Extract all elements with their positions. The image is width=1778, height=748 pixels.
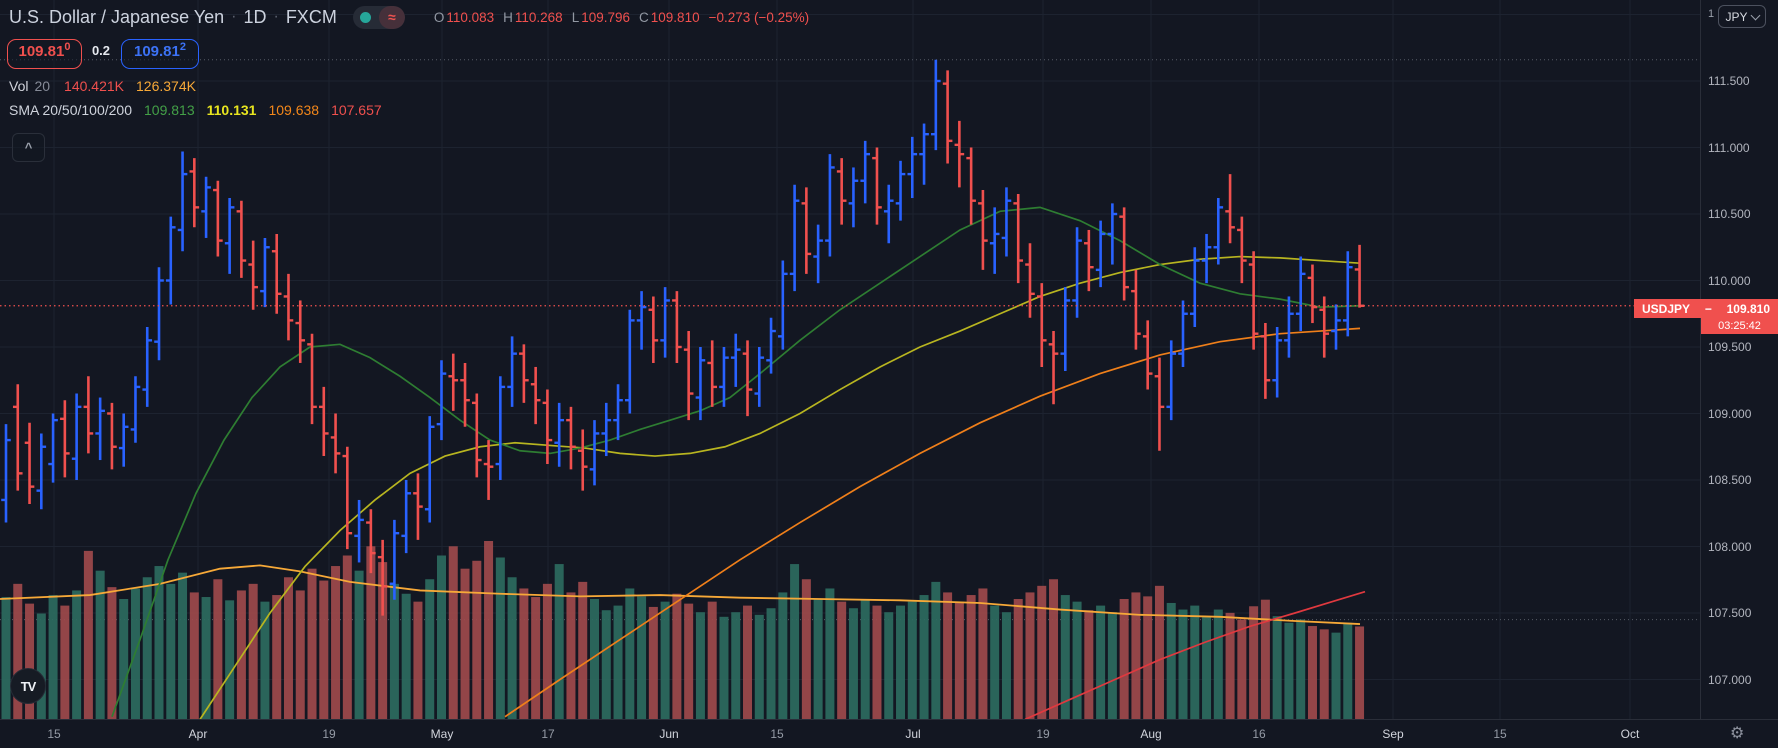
collapse-indicators-button[interactable]: ^ [12,133,45,162]
chevron-down-icon [1750,10,1760,20]
open-value: 110.083 [446,9,495,25]
tradingview-logo[interactable]: TV [10,668,46,704]
time-axis-label: Sep [1382,727,1404,741]
ohlc-legend: O 110.083 H 110.268 L 109.796 C 109.810 −0.2… [425,10,809,25]
sell-bid-button[interactable]: 109.81 0 [7,39,82,69]
high-label: H [503,9,513,25]
vol-period: 20 [34,78,51,94]
sma50-value: 110.131 [206,102,257,118]
volume-ma-line [0,564,1361,625]
vol-ma-value: 126.374K [136,78,196,94]
volume-bars [1,541,1365,719]
price-axis-label: 108.000 [1708,539,1752,554]
symbol-title[interactable]: U.S. Dollar / Japanese Yen [9,6,225,27]
time-axis-label: Aug [1140,727,1162,741]
sma-legend[interactable]: SMA 20/50/100/200 109.813 110.131 109.63… [9,102,382,118]
time-axis-label: Oct [1620,727,1640,741]
realtime-dot-icon [353,6,379,29]
price-axis[interactable]: 111.500 111.000 110.500 110.000 109.500 109.0… [1700,0,1778,719]
price-axis-label: 107.000 [1708,672,1752,687]
price-axis-label: 109.500 [1708,340,1752,354]
unit-prefix: 1 [1708,8,1715,20]
ask-price: 109.81 [133,43,180,60]
sma20-value: 109.813 [144,102,195,118]
bid-price: 109.81 [18,43,65,60]
delayed-data-icon: ≈ [378,5,405,29]
volume-ma [0,564,1361,625]
low-label: L [571,9,580,25]
sma100-value: 109.638 [268,102,320,118]
close-value: 109.810 [650,9,700,25]
sma-100-line [504,327,1361,718]
open-label: O [433,9,445,25]
price-axis-label: 110.500 [1708,207,1751,221]
flag-dash: − [1704,301,1712,316]
ask-price-sup: 2 [179,41,186,53]
price-axis-label: 111.500 [1708,74,1750,88]
exchange-label[interactable]: FXCM [285,6,337,27]
axis-corner: ⚙ [1700,719,1778,748]
separator-dot: · [231,8,237,25]
currency-label: JPY [1725,9,1748,24]
time-axis-label: 15 [47,727,61,741]
sma-50-line [199,255,1361,719]
chevron-up-icon: ^ [24,140,33,155]
price-axis-label: 110.000 [1708,273,1751,288]
sma-200-line [1024,590,1366,719]
vol-value: 140.421K [64,78,124,94]
price-axis-label: 107.500 [1708,606,1752,620]
axis-settings-gear-icon[interactable]: ⚙ [1730,725,1745,742]
last-price-flag[interactable]: USDJPY − 109.810 [1634,299,1778,318]
sma200-value: 107.657 [331,102,382,118]
flag-price: 109.810 [1726,301,1770,316]
price-chart-canvas[interactable] [0,0,1700,719]
time-axis-label: 19 [1036,727,1050,741]
time-axis-label: 15 [1493,727,1507,741]
time-axis-label: 15 [770,727,784,741]
high-value: 110.268 [514,9,563,25]
time-axis-label: Apr [188,727,208,741]
time-axis-label: 17 [541,727,555,741]
low-value: 109.796 [581,9,631,25]
market-status-pill[interactable]: ≈ [352,5,405,29]
time-axis-label: May [430,727,454,741]
currency-dropdown[interactable]: JPY [1718,5,1766,28]
timeframe-label[interactable]: 1D [243,6,267,27]
bar-close-countdown: 03:25:42 [1701,318,1778,334]
sma-200 [1024,590,1366,719]
price-bars [1,59,1365,616]
time-axis-label: 16 [1252,727,1266,741]
buy-ask-button[interactable]: 109.81 2 [121,39,199,69]
close-label: C [639,9,649,25]
time-axis-label: Jul [905,727,921,741]
price-axis-label: 111.000 [1708,140,1750,155]
separator-dot: · [273,8,279,25]
change-value: −0.273 (−0.25%) [708,9,810,25]
sma-100 [504,327,1361,718]
flag-symbol: USDJPY [1642,301,1691,316]
price-axis-label: 108.500 [1708,473,1752,487]
time-axis-label: Jun [659,727,679,741]
bid-price-sup: 0 [64,41,71,53]
spread-value: 0.2 [91,43,111,58]
sma-50 [199,255,1361,719]
time-axis[interactable]: 15 Apr 19 May 17 Jun 15 Jul 19 Aug 16 Sep 15 Oct [0,719,1700,748]
price-axis-label: 109.000 [1708,406,1752,421]
time-axis-label: 19 [322,727,336,741]
sma-label: SMA 20/50/100/200 [9,102,132,118]
vol-label: Vol [9,78,29,94]
symbol-header: U.S. Dollar / Japanese Yen · 1D · FXCM ≈… [9,4,809,30]
volume-legend[interactable]: Vol 20 140.421K 126.374K [9,78,196,94]
